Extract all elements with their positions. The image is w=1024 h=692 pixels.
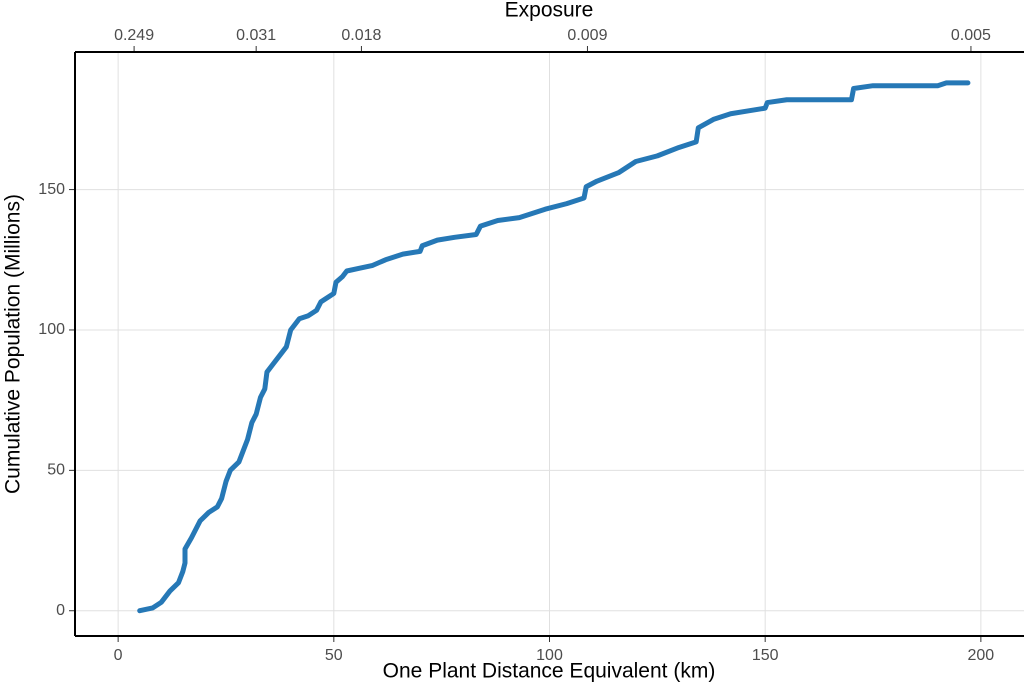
x2-tick-label: 0.009 bbox=[567, 27, 607, 44]
x-tick-label: 150 bbox=[752, 647, 779, 664]
x-axis-title: One Plant Distance Equivalent (km) bbox=[383, 660, 716, 683]
y-tick-label: 150 bbox=[38, 181, 65, 198]
data-line bbox=[137, 80, 971, 614]
y-axis-title: Cumulative Population (Millions) bbox=[2, 194, 25, 494]
y-tick-label: 50 bbox=[47, 462, 65, 479]
y-tick-label: 100 bbox=[38, 321, 65, 338]
y-tick-label: 0 bbox=[56, 602, 65, 619]
x-tick-label: 200 bbox=[968, 647, 995, 664]
x-tick-label: 50 bbox=[325, 647, 343, 664]
x2-tick-label: 0.249 bbox=[114, 27, 154, 44]
x2-tick-label: 0.018 bbox=[341, 27, 381, 44]
x2-axis-title: Exposure bbox=[505, 0, 594, 22]
x-tick-label: 100 bbox=[536, 647, 563, 664]
x2-tick-label: 0.031 bbox=[236, 27, 276, 44]
x-tick-label: 0 bbox=[114, 647, 123, 664]
x2-tick-label: 0.005 bbox=[951, 27, 991, 44]
